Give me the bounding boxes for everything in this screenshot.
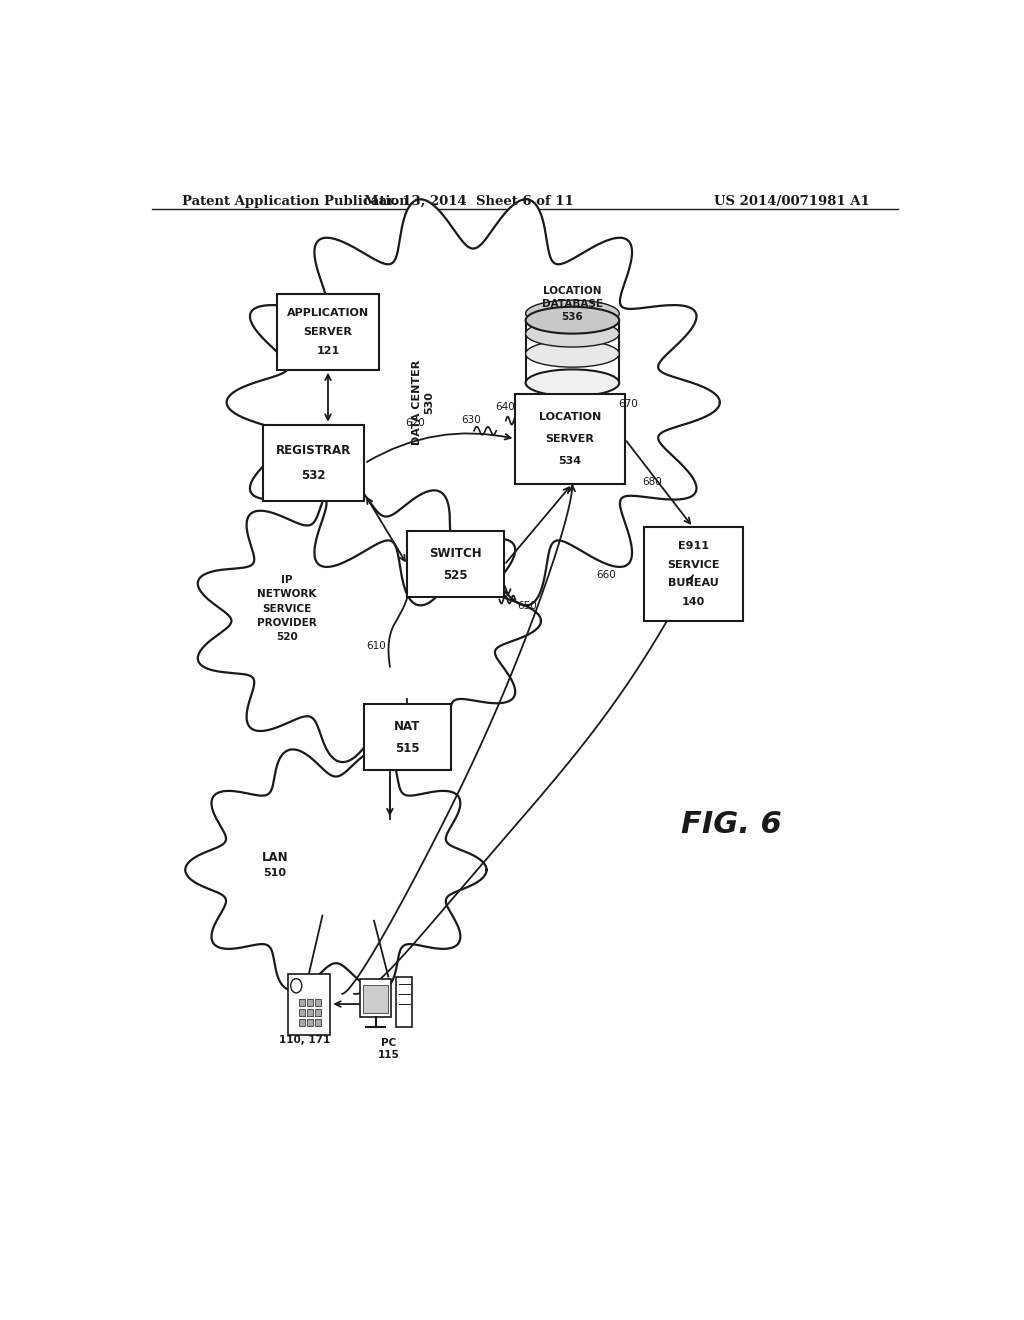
Polygon shape [226, 199, 720, 606]
FancyBboxPatch shape [408, 532, 504, 598]
Bar [307, 1008, 313, 1016]
Text: 534: 534 [558, 457, 582, 466]
Text: 670: 670 [618, 400, 638, 409]
Text: LOCATION: LOCATION [543, 285, 602, 296]
Text: 121: 121 [316, 346, 340, 356]
Text: SERVICE: SERVICE [668, 560, 720, 570]
FancyBboxPatch shape [515, 395, 625, 483]
Ellipse shape [525, 370, 620, 396]
Text: SWITCH: SWITCH [429, 546, 482, 560]
Bar [299, 999, 305, 1006]
Bar [289, 974, 330, 1035]
Text: 660: 660 [596, 570, 616, 579]
Text: US 2014/0071981 A1: US 2014/0071981 A1 [715, 194, 870, 207]
FancyBboxPatch shape [364, 704, 451, 771]
Text: Mar. 13, 2014  Sheet 6 of 11: Mar. 13, 2014 Sheet 6 of 11 [365, 194, 574, 207]
Bar [315, 1019, 321, 1027]
Text: 510: 510 [263, 869, 287, 878]
FancyBboxPatch shape [644, 528, 743, 620]
Text: Patent Application Publication: Patent Application Publication [182, 194, 409, 207]
Text: PC: PC [381, 1038, 396, 1048]
FancyBboxPatch shape [263, 425, 365, 500]
Text: APPLICATION: APPLICATION [287, 308, 369, 318]
Text: 680: 680 [642, 477, 662, 487]
Bar [359, 978, 391, 1018]
Text: FIG. 6: FIG. 6 [681, 809, 781, 838]
Text: SERVICE: SERVICE [262, 603, 311, 614]
Text: 630: 630 [461, 414, 481, 425]
Circle shape [291, 978, 302, 993]
Text: 610: 610 [367, 642, 386, 651]
Bar [299, 1008, 305, 1016]
Polygon shape [198, 479, 541, 762]
Bar [299, 1019, 305, 1027]
Text: 536: 536 [561, 312, 584, 322]
Text: 115: 115 [378, 1049, 399, 1060]
Ellipse shape [525, 300, 620, 327]
Text: 110, 171: 110, 171 [279, 1035, 330, 1044]
FancyBboxPatch shape [278, 293, 379, 370]
Bar [315, 1008, 321, 1016]
Ellipse shape [525, 321, 620, 347]
Text: NAT: NAT [394, 719, 421, 733]
Text: 515: 515 [395, 742, 420, 755]
Bar [396, 977, 412, 1027]
Text: DATABASE: DATABASE [542, 298, 603, 309]
Text: 640: 640 [496, 403, 515, 412]
Bar [307, 1019, 313, 1027]
Text: 525: 525 [443, 569, 468, 582]
Text: REGISTRAR: REGISTRAR [276, 444, 351, 457]
Text: SERVER: SERVER [303, 326, 352, 337]
Bar [315, 999, 321, 1006]
Text: E911: E911 [678, 541, 709, 550]
Text: BUREAU: BUREAU [668, 578, 719, 589]
Ellipse shape [525, 341, 620, 367]
Text: 620: 620 [406, 417, 425, 428]
Polygon shape [185, 750, 486, 990]
Text: PROVIDER: PROVIDER [257, 618, 316, 628]
Text: SERVER: SERVER [546, 434, 595, 444]
Text: 532: 532 [301, 469, 326, 482]
Bar [362, 985, 388, 1014]
Text: 140: 140 [682, 597, 706, 607]
Text: 650: 650 [517, 601, 537, 611]
Ellipse shape [525, 306, 620, 334]
Text: LAN: LAN [261, 851, 288, 865]
Text: DATA CENTER
530: DATA CENTER 530 [413, 360, 434, 445]
Bar [307, 999, 313, 1006]
Bar [525, 321, 620, 383]
Text: IP: IP [281, 576, 293, 585]
Text: 520: 520 [275, 632, 298, 642]
Text: NETWORK: NETWORK [257, 590, 316, 599]
Text: LOCATION: LOCATION [539, 412, 601, 421]
